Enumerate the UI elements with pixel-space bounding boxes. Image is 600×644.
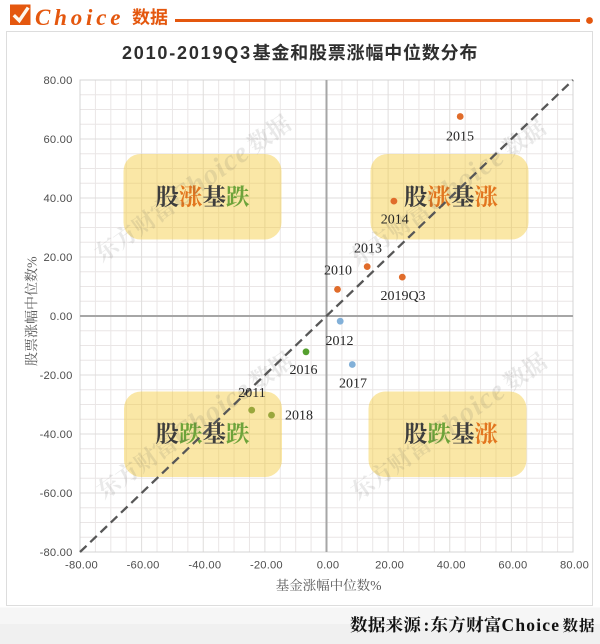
svg-text:2012: 2012 (326, 334, 354, 349)
svg-text:80.00: 80.00 (44, 75, 73, 87)
svg-text:-20.00: -20.00 (250, 560, 283, 572)
svg-text:-80.00: -80.00 (65, 560, 98, 572)
svg-text:%: % (370, 578, 381, 593)
svg-text:40.00: 40.00 (437, 560, 466, 572)
svg-text:-60.00: -60.00 (127, 560, 160, 572)
svg-text:2010: 2010 (324, 264, 352, 279)
svg-text:Choice: Choice (502, 615, 561, 635)
svg-text:2014: 2014 (381, 213, 409, 228)
svg-text:-40.00: -40.00 (40, 429, 73, 441)
svg-text:-20.00: -20.00 (40, 370, 73, 382)
svg-text:2015: 2015 (446, 130, 474, 145)
svg-text:2016: 2016 (290, 363, 318, 378)
svg-text:%: % (25, 256, 40, 268)
svg-text:60.00: 60.00 (498, 560, 527, 572)
svg-text:40.00: 40.00 (44, 193, 73, 205)
svg-text:-80.00: -80.00 (40, 547, 73, 559)
svg-text::: : (424, 615, 430, 635)
svg-text:2017: 2017 (339, 377, 367, 392)
svg-text:2019Q3: 2019Q3 (380, 289, 425, 304)
svg-text:0.00: 0.00 (50, 311, 73, 323)
svg-text:-60.00: -60.00 (40, 488, 73, 500)
svg-text:20.00: 20.00 (44, 252, 73, 264)
svg-text:0.00: 0.00 (317, 560, 340, 572)
svg-text:60.00: 60.00 (44, 134, 73, 146)
svg-text:2018: 2018 (285, 409, 313, 424)
svg-text:20.00: 20.00 (375, 560, 404, 572)
svg-text:2013: 2013 (354, 242, 382, 257)
svg-text:Choice: Choice (35, 5, 124, 30)
svg-text:2011: 2011 (238, 386, 265, 401)
svg-text:80.00: 80.00 (560, 560, 589, 572)
svg-text:2010-2019Q3: 2010-2019Q3 (122, 43, 252, 63)
svg-text:-40.00: -40.00 (188, 560, 221, 572)
